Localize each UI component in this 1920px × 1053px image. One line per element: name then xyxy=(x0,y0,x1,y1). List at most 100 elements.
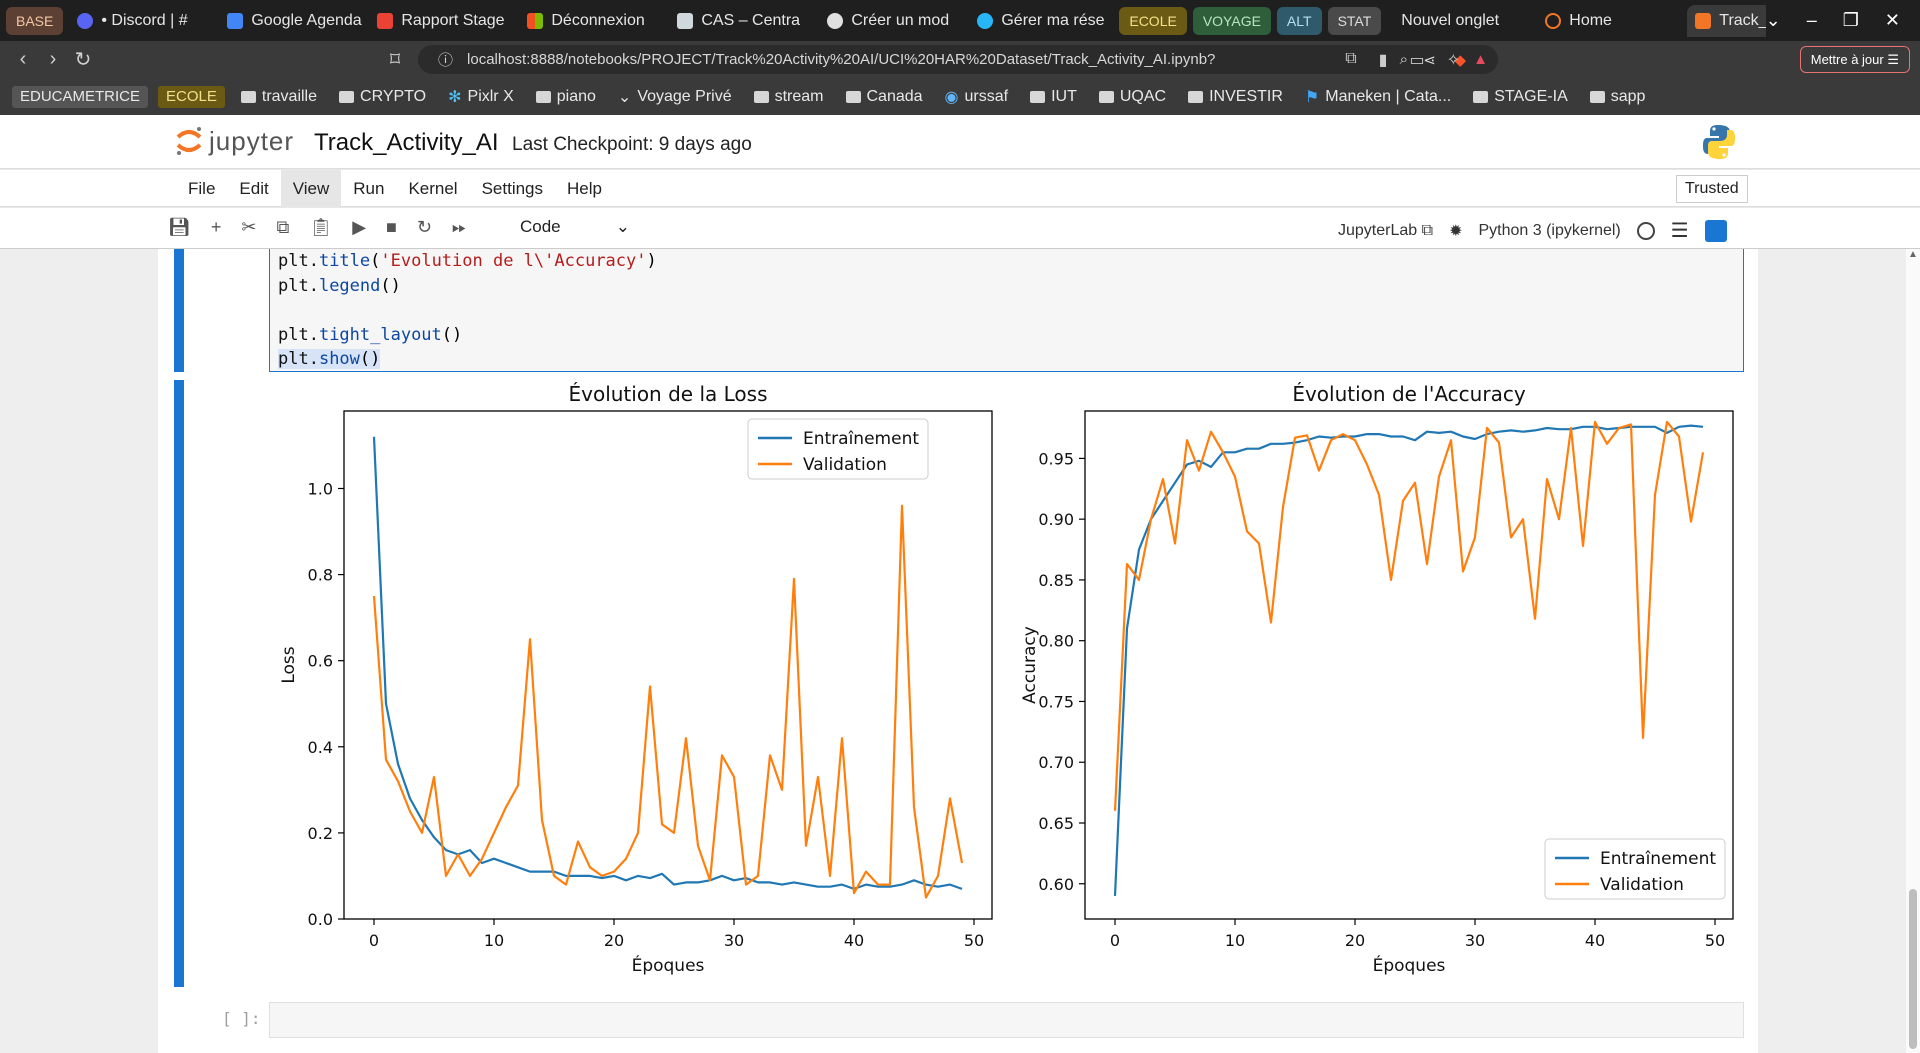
tab-nouvel-onglet[interactable]: Nouvel onglet xyxy=(1401,11,1500,29)
notebook-title[interactable]: Track_Activity_AI xyxy=(314,129,499,156)
bookmark-stream[interactable]: stream xyxy=(748,88,830,106)
cell-type-select[interactable]: Code ⌄ xyxy=(520,217,630,236)
plot-frame xyxy=(1084,410,1734,920)
menu-view[interactable]: View xyxy=(280,170,342,207)
extensions-icon[interactable]: ⧉ xyxy=(1345,50,1357,67)
bookmark-iut[interactable]: IUT xyxy=(1024,88,1083,106)
bookmark-voyage-prive[interactable]: ⌄ Voyage Privé xyxy=(617,87,732,106)
menu-lines-icon[interactable]: ☰ xyxy=(1670,220,1689,242)
code-cell-editor[interactable]: plt.title('Evolution de l\'Accuracy') pl… xyxy=(269,249,1744,372)
bookmark-maneken[interactable]: ⚑ Maneken | Cata... xyxy=(1304,87,1452,106)
zoom-icon[interactable]: ⌕ xyxy=(1399,51,1408,68)
series-line-validation xyxy=(372,504,964,899)
menu-edit[interactable]: Edit xyxy=(239,179,269,198)
run-all-icon[interactable]: ⏩︎ xyxy=(452,217,467,237)
y-axis-label: Loss xyxy=(279,646,299,683)
tab-group-stat[interactable]: STAT xyxy=(1327,6,1382,35)
jupyterlab-link[interactable]: JupyterLab ⧉ xyxy=(1338,221,1434,239)
bookmark-group-educametrice[interactable]: EDUCAMETRICE xyxy=(12,85,149,108)
save-icon[interactable]: 💾︎ xyxy=(168,217,191,237)
y-tick-label: 0.4 xyxy=(308,738,333,757)
minimize-icon[interactable]: – xyxy=(1806,10,1817,30)
empty-code-cell[interactable] xyxy=(269,1002,1744,1038)
bookmark-urssaf[interactable]: ◉ urssaf xyxy=(944,87,1009,106)
external-link-icon: ⧉ xyxy=(1421,221,1434,239)
bookmark-sapp[interactable]: sapp xyxy=(1584,88,1652,106)
network-icon xyxy=(977,12,994,29)
bookmark-canada[interactable]: Canada xyxy=(840,88,929,106)
brave-shield-icon[interactable]: ◆ xyxy=(1454,51,1466,69)
folder-icon xyxy=(1589,90,1605,103)
url-field[interactable]: ⓘ localhost:8888/notebooks/PROJECT/Track… xyxy=(418,45,1498,74)
menu-help[interactable]: Help xyxy=(567,179,602,198)
site-info-icon[interactable]: ⓘ xyxy=(438,52,454,69)
tab-group-base[interactable]: BASE xyxy=(6,6,64,35)
scrollbar[interactable]: ▲ xyxy=(1906,249,1920,1053)
pixlr-icon: ✻ xyxy=(448,88,462,106)
sidebar-icon[interactable]: ▮ xyxy=(1378,52,1388,69)
output-selection-bar[interactable] xyxy=(174,380,184,987)
tab-creer-modele[interactable]: Créer un mod xyxy=(819,5,969,37)
folder-icon xyxy=(1473,90,1489,103)
tab-gerer-reseau[interactable]: Gérer ma rése xyxy=(969,5,1119,37)
cut-icon[interactable]: ✂ xyxy=(241,217,257,237)
add-cell-icon[interactable]: + xyxy=(210,217,222,237)
run-icon[interactable]: ▶ xyxy=(352,217,367,237)
forward-icon[interactable]: › xyxy=(49,48,57,70)
restart-icon[interactable]: ↻ xyxy=(416,217,432,237)
trusted-badge[interactable]: Trusted xyxy=(1676,175,1748,203)
back-icon[interactable]: ‹ xyxy=(19,48,27,70)
folder-icon xyxy=(535,90,551,103)
bookmark-group-ecole[interactable]: ECOLE xyxy=(158,85,225,108)
bookmark-investir[interactable]: INVESTIR xyxy=(1182,88,1289,106)
maximize-icon[interactable]: ❐ xyxy=(1842,10,1859,30)
close-window-icon[interactable]: ✕ xyxy=(1884,10,1900,30)
share-icon[interactable]: ⋖ xyxy=(1423,51,1436,69)
copy-icon[interactable]: ⧉ xyxy=(276,217,290,237)
menu-file[interactable]: File xyxy=(188,179,216,198)
scroll-up-icon[interactable]: ▲ xyxy=(1908,249,1918,260)
kernel-name[interactable]: Python 3 (ipykernel) xyxy=(1478,221,1621,239)
tab-cas[interactable]: CAS – Centra xyxy=(669,5,819,37)
chevron-down-icon[interactable]: ⌄ xyxy=(1765,10,1781,30)
tab-group-voyage[interactable]: VOYAGE xyxy=(1192,6,1271,35)
menu-settings[interactable]: Settings xyxy=(481,179,544,198)
tab-group-alt[interactable]: ALT xyxy=(1276,6,1322,35)
paste-icon[interactable]: 📋︎ xyxy=(309,217,333,237)
menu-run[interactable]: Run xyxy=(353,179,385,198)
bookmark-piano[interactable]: piano xyxy=(530,88,602,106)
cell-output: Évolution de la Loss 0 10 20 30 40 50 0.0 0.2 0.4… xyxy=(268,379,1743,979)
tab-rapport-stage[interactable]: Rapport Stage xyxy=(369,5,519,37)
y-tick-label: 0.65 xyxy=(1038,814,1074,833)
tab-group-ecole[interactable]: ECOLE xyxy=(1119,6,1187,35)
bookmark-crypto[interactable]: CRYPTO xyxy=(333,88,432,106)
cell-selection-bar[interactable] xyxy=(174,249,184,372)
leo-icon[interactable]: ✧ xyxy=(1446,52,1460,69)
code-line: plt.tight_layout() xyxy=(278,324,463,345)
property-inspector-icon[interactable] xyxy=(1704,219,1727,242)
brave-rewards-icon[interactable]: ▲ xyxy=(1473,51,1488,68)
jupyter-menu-bar: File Edit View Run Kernel Settings Help … xyxy=(0,170,1920,207)
update-button[interactable]: Mettre à jour ☰ xyxy=(1799,46,1910,73)
tab-discord[interactable]: • Discord | # xyxy=(69,5,219,37)
bookmark-uqac[interactable]: UQAC xyxy=(1093,88,1172,106)
bookmark-icon[interactable]: ⌑ xyxy=(389,49,401,71)
tab-deconnexion[interactable]: Déconnexion xyxy=(519,5,669,37)
menu-kernel[interactable]: Kernel xyxy=(408,179,458,198)
tab-google-agenda[interactable]: Google Agenda xyxy=(219,5,369,37)
jupyter-logo[interactable]: jupyter xyxy=(175,125,294,157)
folder-icon xyxy=(1030,90,1046,103)
y-axis-label: Accuracy xyxy=(1020,626,1040,704)
chart-panel-2: Évolution de l'Accuracy 0 10 20 30 40 50 0.60 0.… xyxy=(1020,382,1734,976)
wallet-icon[interactable]: ▭ xyxy=(1409,52,1425,69)
legend-entry: Entraînement xyxy=(803,429,919,449)
debugger-icon[interactable]: ✹ xyxy=(1449,222,1463,240)
folder-icon xyxy=(339,90,355,103)
stop-icon[interactable]: ■ xyxy=(386,217,397,237)
bookmark-travaille[interactable]: travaille xyxy=(235,88,323,106)
bookmark-stage-ia[interactable]: STAGE-IA xyxy=(1467,88,1574,106)
tab-home[interactable]: Home xyxy=(1537,5,1687,37)
bookmark-pixlr[interactable]: ✻ Pixlr X xyxy=(448,87,514,106)
scroll-thumb[interactable] xyxy=(1909,889,1917,1049)
reload-icon[interactable]: ↻ xyxy=(74,49,92,71)
